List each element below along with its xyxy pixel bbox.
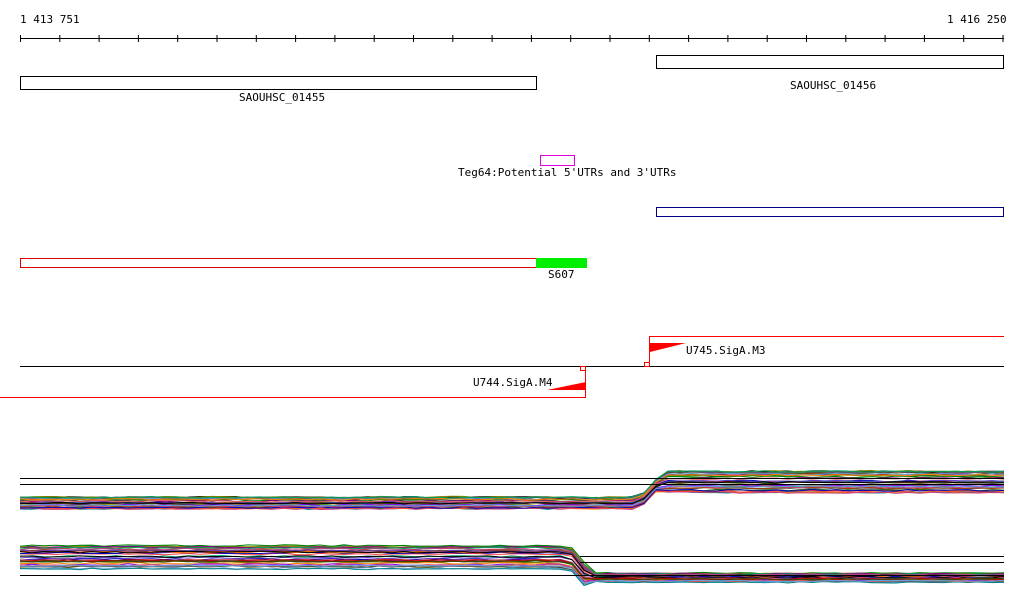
srna-label[interactable]: S607: [548, 268, 575, 281]
utr-label[interactable]: Teg64:Potential 5'UTRs and 3'UTRs: [458, 166, 677, 179]
expression-line: [19, 470, 1005, 499]
expression-track-2: [19, 544, 1005, 587]
gene-box-saouhsc-01456[interactable]: [656, 55, 1004, 69]
start-coordinate: 1 413 751: [20, 13, 80, 26]
gene-label-saouhsc-01456[interactable]: SAOUHSC_01456: [790, 79, 877, 92]
promoter-label-u745[interactable]: U745.SigA.M3: [686, 344, 766, 357]
expression-line: [20, 555, 1005, 579]
expression-line: [19, 559, 1005, 581]
end-coordinate: 1 416 250: [947, 13, 1007, 26]
expression-line: [19, 564, 1005, 584]
promoter-arrow-u744[interactable]: [547, 382, 586, 390]
gene-box-saouhsc-01455[interactable]: [20, 76, 537, 90]
promoter-arrow-u745[interactable]: [650, 343, 686, 352]
promoter-track: [0, 336, 1004, 398]
expression-line: [19, 547, 1005, 576]
utr-box[interactable]: [540, 155, 575, 166]
gene-label-saouhsc-01455[interactable]: SAOUHSC_01455: [239, 91, 326, 104]
srna-box[interactable]: [536, 258, 587, 268]
promoter-label-u744[interactable]: U744.SigA.M4: [473, 376, 553, 389]
expression-line: [19, 473, 1005, 501]
position-ruler: [20, 35, 1004, 42]
expression-line: [20, 472, 1005, 501]
expression-line: [19, 490, 1005, 511]
expression-line: [19, 485, 1005, 507]
feature-red-box[interactable]: [20, 258, 537, 268]
expression-track-1: [19, 469, 1005, 511]
feature-blue-box[interactable]: [656, 207, 1004, 217]
expression-line: [19, 489, 1005, 509]
expression-line: [19, 567, 1005, 587]
expression-line: [19, 559, 1005, 581]
expression-line: [19, 481, 1005, 505]
